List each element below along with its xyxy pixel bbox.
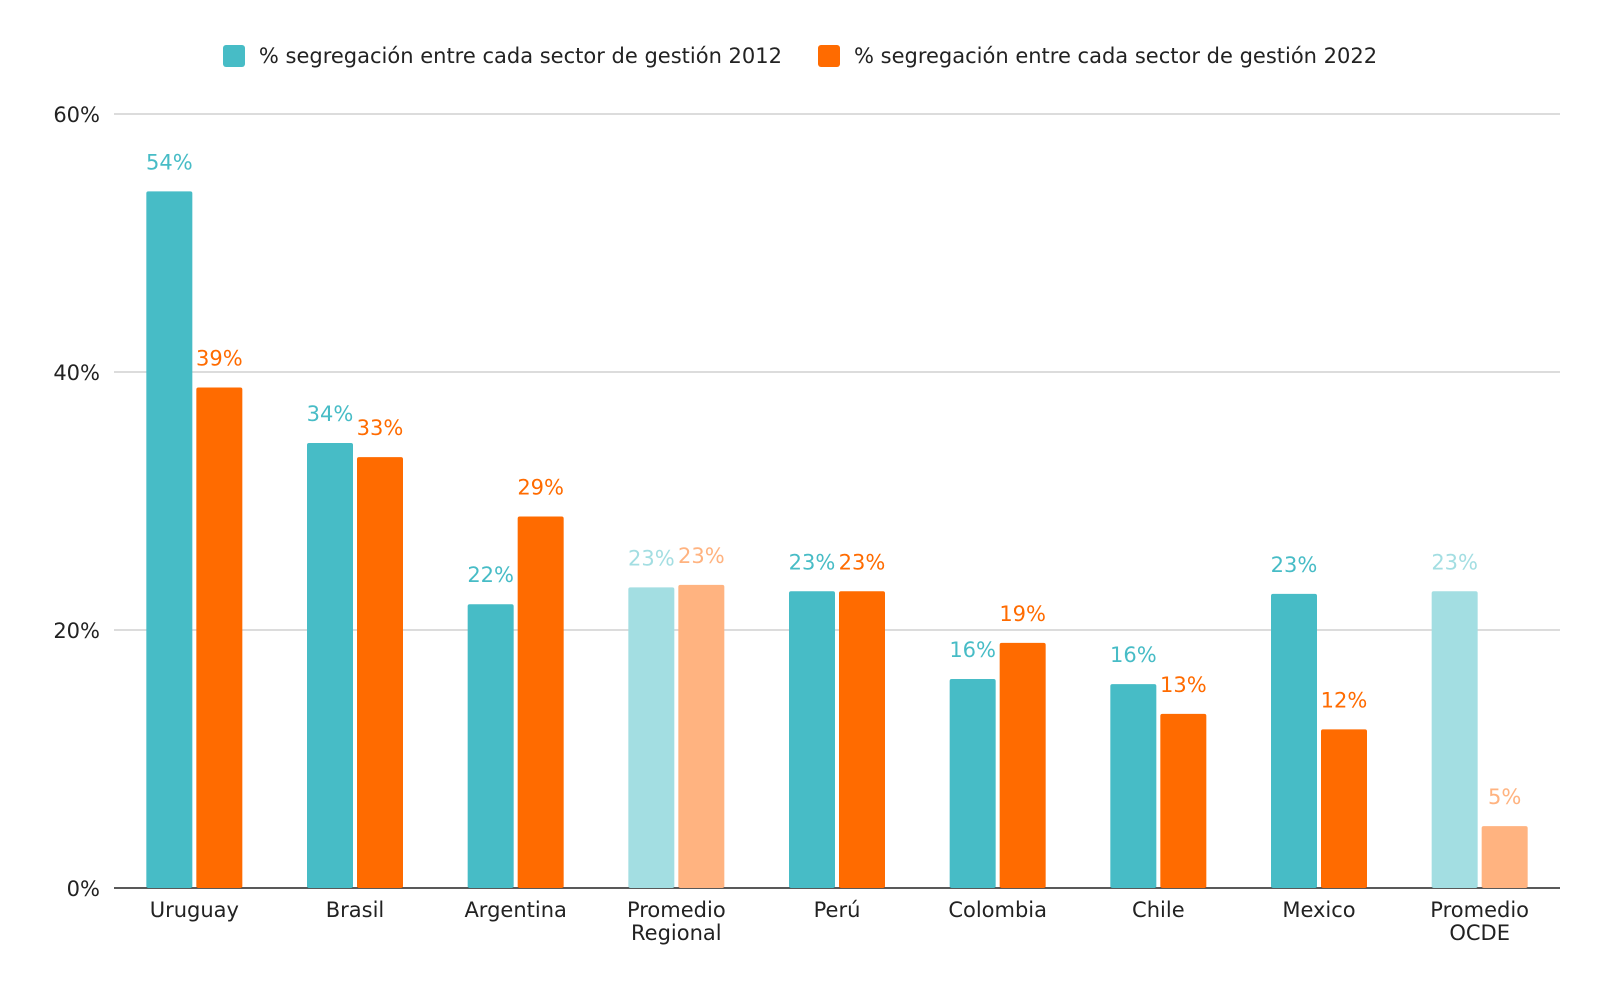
data-label: 33% [357,416,404,440]
legend-label-2022: % segregación entre cada sector de gesti… [854,44,1378,68]
x-tick-label: Argentina [464,898,566,922]
legend-label-2012: % segregación entre cada sector de gesti… [258,44,782,68]
data-label: 23% [628,546,675,570]
bar [1271,593,1317,888]
x-tick-label: Uruguay [150,898,239,922]
x-tick-label: OCDE [1449,921,1510,945]
data-label: 22% [467,563,514,587]
y-tick-label: 60% [53,103,100,127]
data-label: 12% [1321,688,1368,712]
x-tick-label: Chile [1132,898,1185,922]
bar [307,442,353,888]
bar [146,191,193,888]
data-label: 23% [839,550,886,574]
bar [1431,591,1478,888]
x-tick-label: Brasil [326,898,385,922]
bar [1481,826,1528,888]
x-tick-label: Promedio [627,898,726,922]
chart-legend: % segregación entre cada sector de gesti… [0,44,1600,68]
y-tick-label: 0% [67,877,100,901]
bar [949,679,996,888]
data-label: 23% [789,550,836,574]
bar [467,604,514,888]
legend-swatch-2012 [222,45,245,67]
data-label: 39% [196,346,243,370]
x-tick-label: Regional [631,921,722,945]
bar [999,642,1046,888]
legend-item-2022: % segregación entre cada sector de gesti… [818,44,1377,68]
bar [357,457,403,888]
bar [678,584,725,888]
legend-swatch-2022 [818,45,840,67]
bar [196,387,243,888]
data-label: 23% [678,544,725,568]
legend-item-2012: % segregación entre cada sector de gesti… [222,44,782,68]
bar [839,591,885,888]
y-tick-label: 20% [53,619,100,643]
bar [1110,684,1157,888]
bar [1321,729,1367,888]
x-tick-label: Promedio [1430,898,1529,922]
data-label: 34% [307,402,354,426]
data-label: 54% [146,150,193,174]
data-label: 29% [517,475,564,499]
data-label: 5% [1488,785,1521,809]
data-label: 13% [1160,673,1207,697]
bar [789,591,835,888]
data-label: 16% [949,638,996,662]
x-tick-label: Colombia [948,898,1047,922]
data-label: 23% [1431,550,1478,574]
bar [517,516,564,888]
bar [1160,713,1207,888]
data-label: 16% [1110,643,1157,667]
x-tick-label: Mexico [1282,898,1355,922]
data-label: 19% [999,602,1046,626]
x-tick-label: Perú [814,898,861,922]
data-label: 23% [1271,553,1318,577]
y-tick-label: 40% [53,361,100,385]
bar [628,587,675,888]
